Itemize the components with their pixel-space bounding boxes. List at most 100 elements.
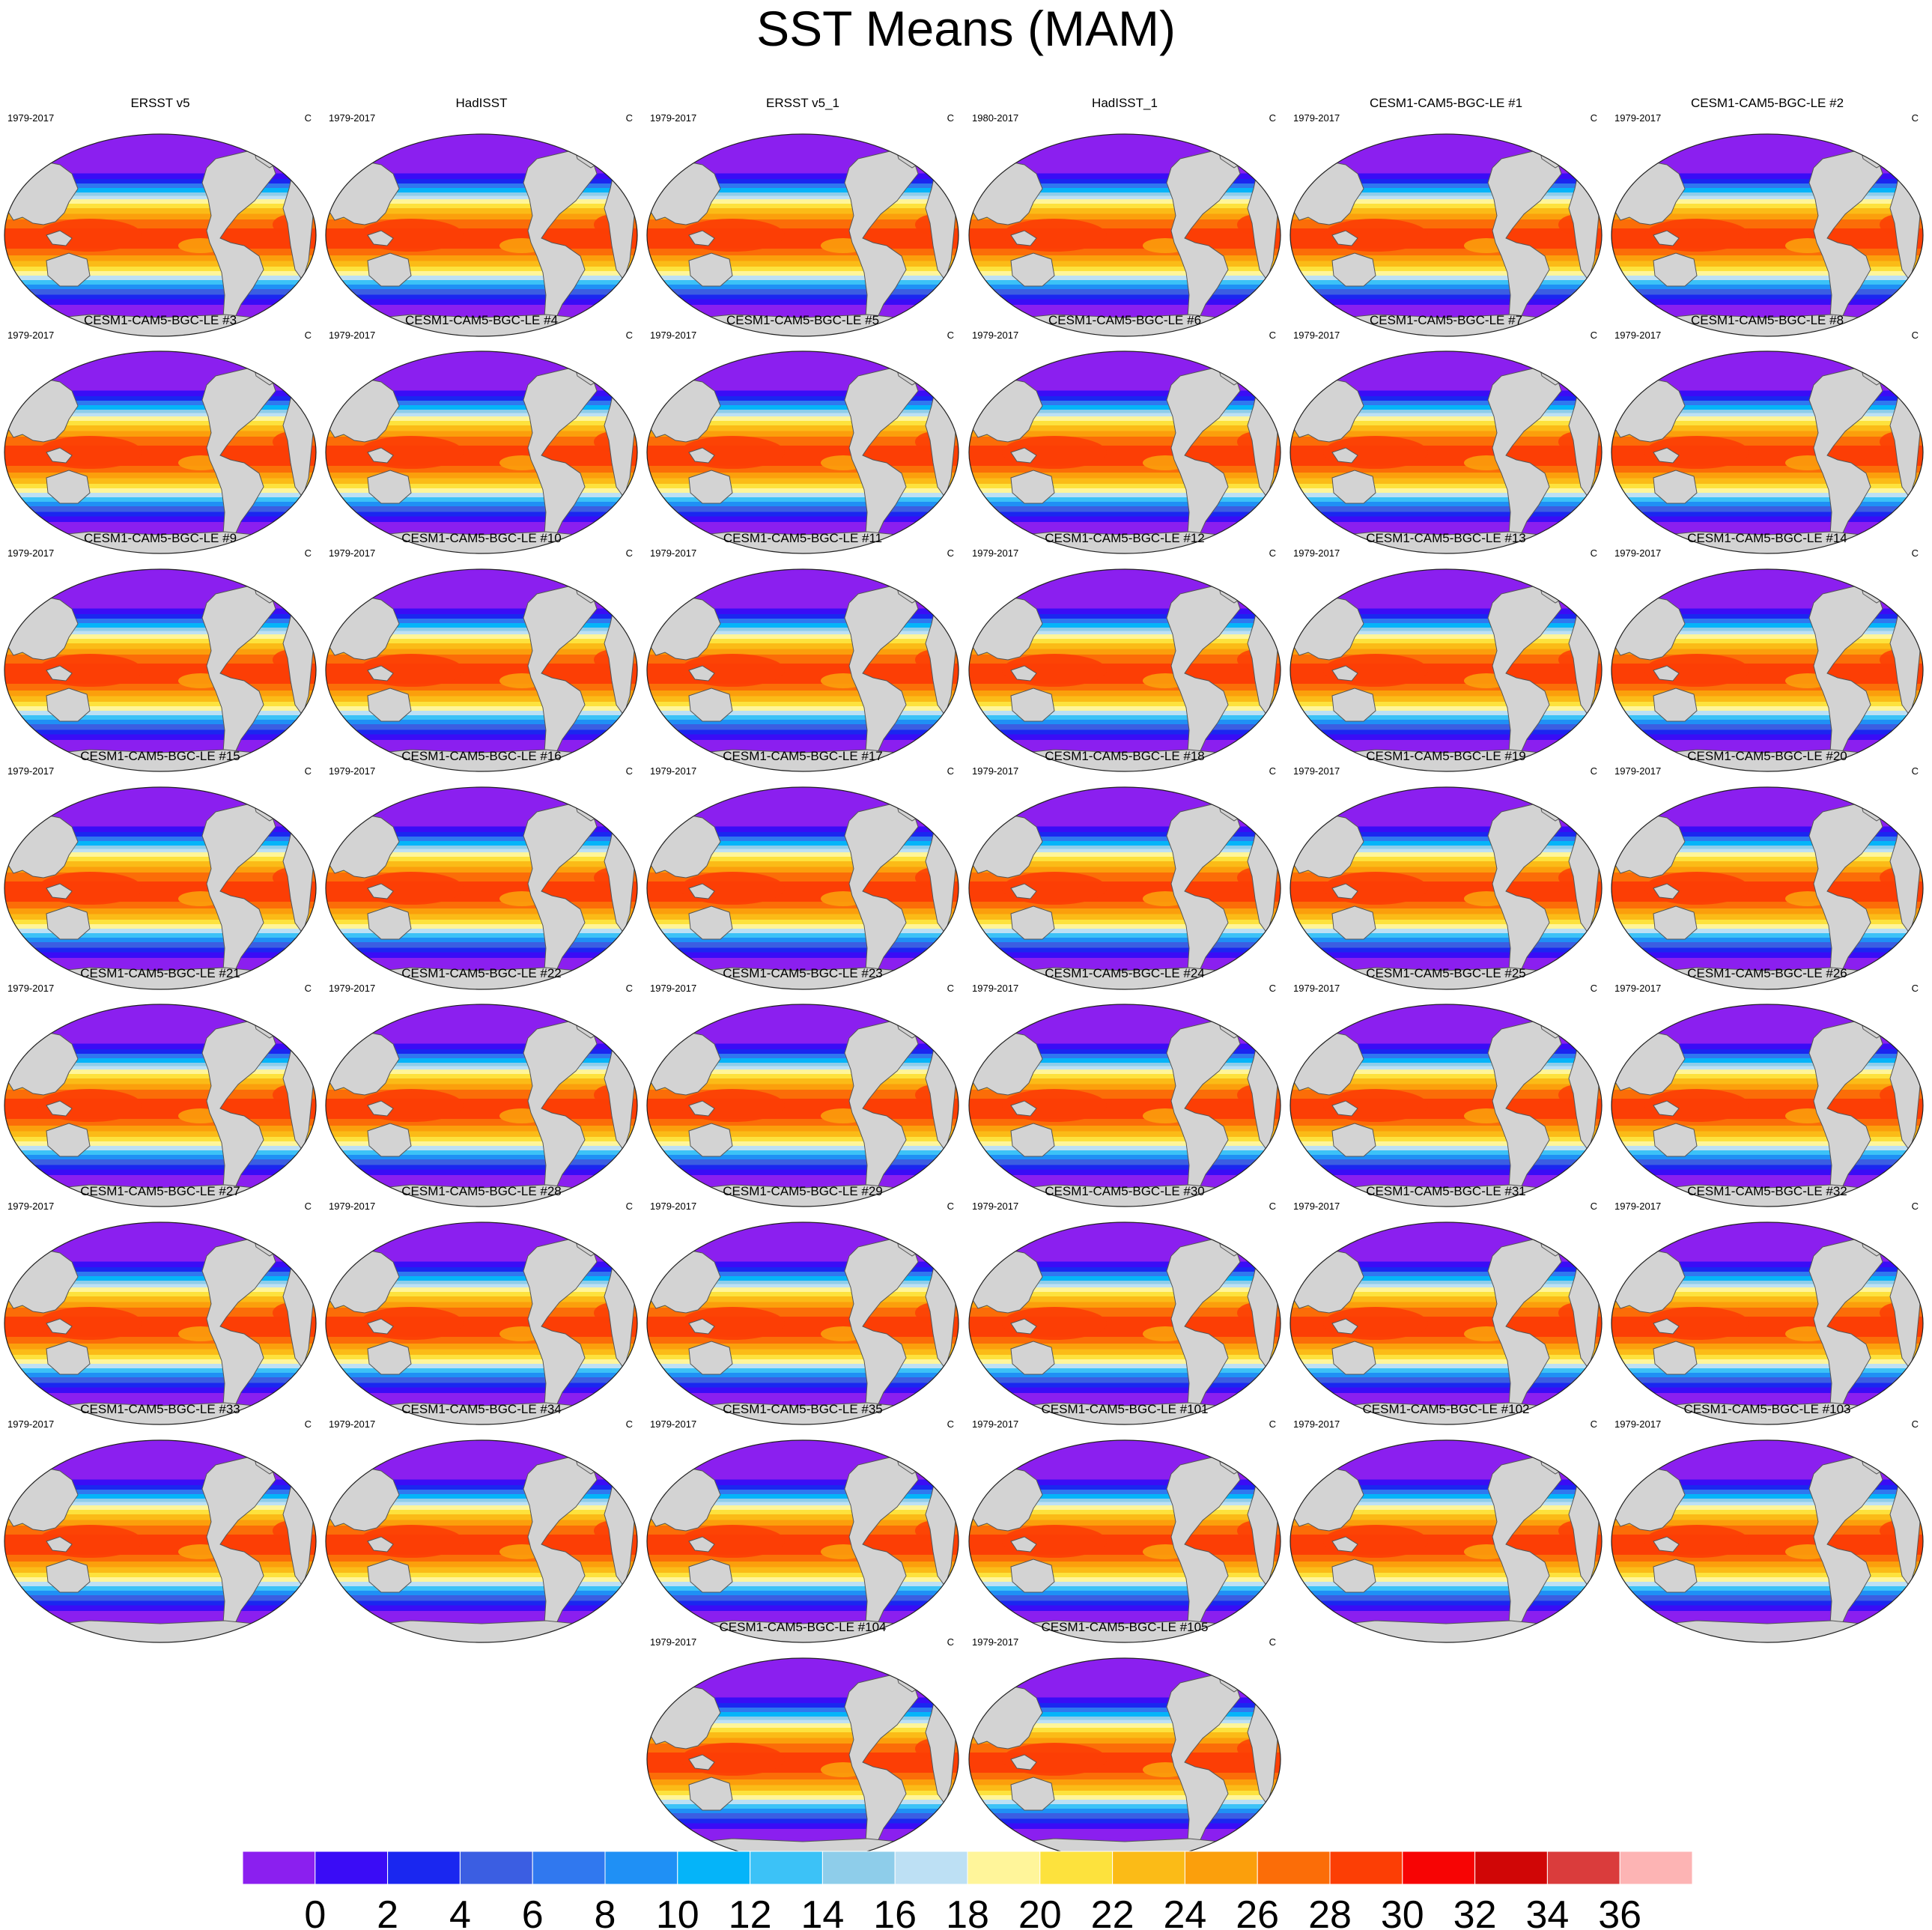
sst-band [969, 1708, 1281, 1713]
sst-band [1611, 1330, 1923, 1338]
sst-band [969, 1131, 1281, 1138]
sst-field [1290, 351, 1602, 553]
map-svg [646, 568, 959, 772]
sst-band [326, 179, 637, 184]
sst-band [969, 1043, 1281, 1050]
sst-band [4, 924, 316, 929]
americas-land [844, 586, 919, 766]
sst-band [647, 516, 959, 523]
map-border [325, 1222, 638, 1425]
sst-band [4, 608, 316, 615]
sst-band [4, 1595, 316, 1602]
sst-band [326, 1058, 637, 1063]
sst-band [1611, 1146, 1923, 1151]
sst-band [969, 1813, 1281, 1820]
antarctica-land [29, 1620, 285, 1642]
sst-band [4, 677, 316, 685]
sst-band [647, 677, 959, 685]
sst-band [1611, 734, 1923, 741]
sst-band [326, 1586, 637, 1591]
sst-band [4, 724, 316, 731]
sst-band [4, 920, 316, 925]
sst-band [1611, 204, 1923, 209]
sst-band [326, 634, 637, 640]
sst-band [4, 691, 316, 697]
map-svg [4, 786, 317, 990]
sst-band [1611, 908, 1923, 915]
map-svg [1611, 351, 1924, 554]
sst-band [1290, 908, 1602, 915]
sst-band [4, 1063, 316, 1067]
sst-band [647, 421, 959, 426]
sst-band [1611, 1084, 1923, 1090]
sst-band [647, 478, 959, 485]
australia-land [688, 1341, 733, 1375]
americas-land [1487, 804, 1562, 984]
sst-band [1611, 1261, 1923, 1268]
panel-period: 1979-2017 [329, 547, 376, 559]
sst-band [4, 1514, 316, 1521]
sst-band [969, 1723, 1281, 1729]
sst-band [1290, 696, 1602, 702]
sst-band [4, 204, 316, 209]
sst-band [647, 1582, 959, 1587]
sst-band [1290, 1364, 1602, 1369]
sst-band [4, 512, 316, 518]
sst-band [647, 1809, 959, 1814]
sst-band [647, 734, 959, 741]
sst-band [647, 280, 959, 285]
panel-unit: C [1911, 983, 1919, 994]
panel-unit: C [1269, 547, 1276, 559]
sst-band [4, 1272, 316, 1277]
sst-band [969, 933, 1281, 938]
sst-band [326, 902, 637, 909]
panel-period: 1979-2017 [1614, 547, 1662, 559]
sst-band [969, 213, 1281, 220]
australia-land [1010, 1341, 1055, 1375]
panel-unit: C [1911, 1418, 1919, 1430]
sst-band [326, 908, 637, 915]
sst-band [969, 1514, 1281, 1521]
sst-band [647, 416, 959, 422]
sst-band [326, 643, 637, 650]
sst-band [1611, 1494, 1923, 1499]
sst-band [1611, 183, 1923, 189]
sst-band [1611, 1131, 1923, 1138]
sst-band [969, 1337, 1281, 1344]
sst-band [969, 1720, 1281, 1724]
sst-band [969, 1712, 1281, 1717]
sst-band [1290, 711, 1602, 716]
sst-band [4, 1505, 316, 1511]
sst-band [969, 1330, 1281, 1338]
sst-band [647, 1377, 959, 1384]
sst-band [647, 1383, 959, 1389]
panel-title: CESM1-CAM5-BGC-LE #24 [1045, 966, 1205, 980]
sst-band [4, 619, 316, 624]
colorbar-tick-label: 30 [1381, 1893, 1424, 1930]
sst-band [4, 401, 316, 406]
sst-band [326, 413, 637, 417]
americas-land [1487, 586, 1562, 766]
sst-band [647, 1355, 959, 1360]
sst-band [647, 702, 959, 707]
sst-band [326, 1502, 637, 1506]
sst-band [647, 1119, 959, 1126]
colorbar-tick-label: 0 [304, 1893, 326, 1930]
australia-land [1331, 1123, 1376, 1157]
panel-title: CESM1-CAM5-BGC-LE #22 [401, 966, 562, 980]
sst-band [647, 188, 959, 193]
sst-band [326, 168, 637, 175]
sst-band [326, 1256, 637, 1263]
map-svg [1289, 351, 1603, 554]
sst-band [326, 1078, 637, 1085]
sst-band [1290, 1058, 1602, 1063]
sst-band [1290, 466, 1602, 473]
sst-band [1611, 294, 1923, 300]
sst-band [1611, 1373, 1923, 1378]
sst-band [1290, 280, 1602, 285]
sst-band [647, 1723, 959, 1729]
australia-land [688, 252, 733, 287]
sst-band [969, 466, 1281, 473]
sst-band [1611, 821, 1923, 828]
sst-band [4, 188, 316, 193]
